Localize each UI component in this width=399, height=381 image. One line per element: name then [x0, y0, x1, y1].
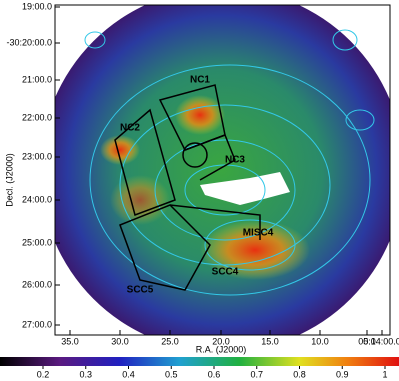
- y-tick-label: 26:00.0: [22, 279, 52, 289]
- region-label: MISC4: [243, 228, 274, 239]
- y-tick-label: 21:00.0: [22, 74, 52, 84]
- x-tick-label: 10.0: [311, 336, 329, 346]
- region-label: NC1: [190, 75, 210, 86]
- plot-frame: [54, 4, 391, 336]
- colorbar-tick-label: 1: [382, 369, 387, 379]
- colorbar-tick-label: 0.5: [165, 369, 178, 379]
- y-tick-label: 25:00.0: [22, 237, 52, 247]
- y-tick-label: 23:00.0: [22, 151, 52, 161]
- region-label: NC2: [120, 123, 140, 134]
- region-label: SCC5: [127, 285, 154, 296]
- x-tick-label: 05.0: [358, 336, 376, 346]
- y-tick-label: -30:20:00.0: [6, 37, 52, 47]
- colorbar-tick-label: 0.3: [79, 369, 92, 379]
- y-tick-label: 24:00.0: [22, 194, 52, 204]
- x-tick-label: 25.0: [161, 336, 179, 346]
- colorbar-tick-label: 0.9: [336, 369, 349, 379]
- x-axis-label: R.A. (J2000): [196, 344, 247, 354]
- colorbar: [0, 357, 399, 366]
- colorbar-tick-label: 0.2: [37, 369, 50, 379]
- y-axis-label: Decl. (J2000): [4, 153, 14, 207]
- y-tick-label: 22:00.0: [22, 112, 52, 122]
- x-tick-label: 30.0: [111, 336, 129, 346]
- x-tick-label: 0:14:00.0: [363, 336, 399, 346]
- colorbar-tick-label: 0.7: [250, 369, 263, 379]
- colorbar-tick-label: 0.4: [122, 369, 135, 379]
- sky-image: [55, 5, 390, 335]
- x-tick-label: 15.0: [261, 336, 279, 346]
- region-label: SCC4: [212, 267, 239, 278]
- x-tick-label: 20.0: [212, 336, 230, 346]
- y-tick-label: 19:00.0: [22, 1, 52, 11]
- region-label: NC3: [225, 155, 245, 166]
- colorbar-tick-label: 0.6: [208, 369, 221, 379]
- colorbar-tick-label: 0.8: [293, 369, 306, 379]
- x-tick-label: 35.0: [61, 336, 79, 346]
- y-tick-label: 27:00.0: [22, 319, 52, 329]
